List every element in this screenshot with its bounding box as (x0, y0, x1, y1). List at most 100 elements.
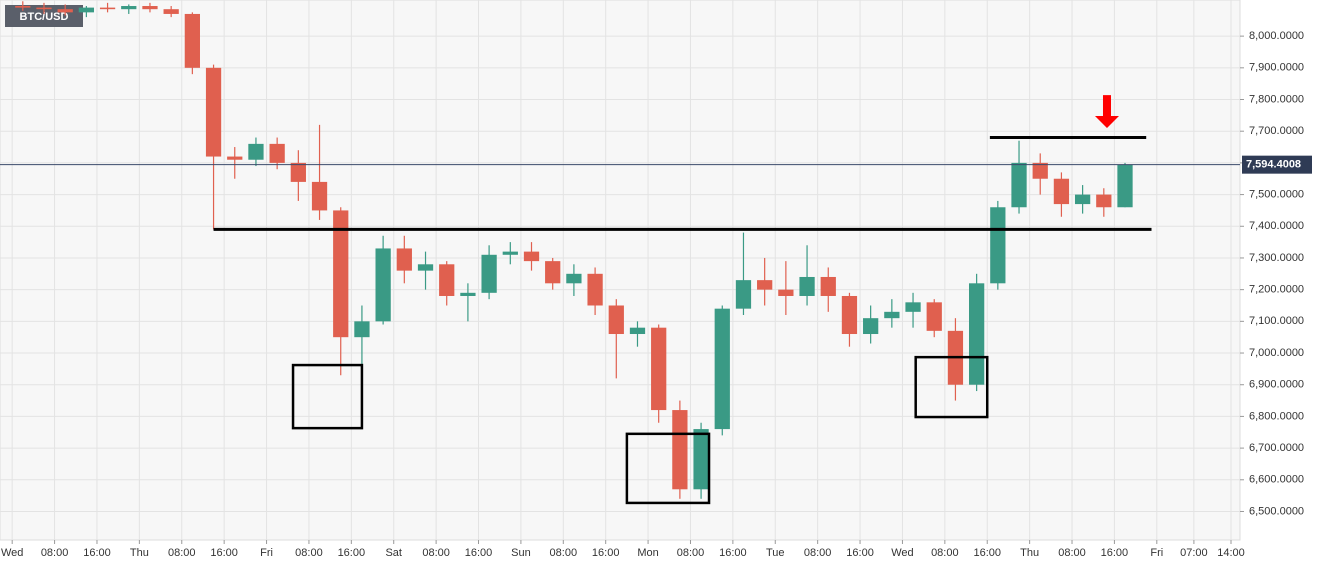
y-tick-label: 6,700.0000 (1249, 442, 1304, 454)
candle-body (735, 280, 752, 309)
annotation-box (914, 355, 989, 419)
x-tick-label: Sun (511, 547, 531, 559)
x-tick-label: 16:00 (719, 547, 747, 559)
candle-body (205, 67, 222, 157)
y-tick-label: 7,700.0000 (1249, 125, 1304, 137)
y-tick-label: 7,000.0000 (1249, 347, 1304, 359)
candle-body (926, 302, 942, 331)
y-tick-label: 7,900.0000 (1249, 62, 1304, 74)
candle-body (863, 318, 879, 335)
candle-body (375, 248, 391, 322)
candle-body (523, 251, 540, 262)
x-tick-label: 16:00 (592, 547, 620, 559)
x-tick-label: 08:00 (550, 547, 578, 559)
x-tick-label: Fri (260, 547, 273, 559)
y-tick-label: 6,600.0000 (1249, 474, 1304, 486)
candle-body (608, 305, 624, 335)
x-tick-label: 16:00 (83, 547, 111, 559)
candle-body (1074, 194, 1091, 205)
plot-area (0, 0, 1241, 541)
x-tick-label: Thu (130, 547, 149, 559)
candle-body (481, 254, 497, 293)
y-tick-label: 7,400.0000 (1249, 220, 1304, 232)
x-tick-label: 16:00 (973, 547, 1001, 559)
x-tick-label: 08:00 (41, 547, 69, 559)
x-tick-label: Sat (385, 547, 402, 559)
candle-body (1117, 164, 1133, 208)
candle-body (354, 321, 370, 338)
candle-body (820, 276, 836, 296)
y-tick-label: 6,500.0000 (1249, 505, 1304, 517)
y-tick-label: 7,500.0000 (1249, 188, 1304, 200)
candle-body (1096, 194, 1112, 208)
y-tick-label: 7,800.0000 (1249, 93, 1304, 105)
candle-body (502, 251, 518, 255)
x-tick-label: 08:00 (804, 547, 832, 559)
y-tick-label: 6,800.0000 (1249, 410, 1304, 422)
candle-body (693, 429, 709, 490)
candle-body (587, 273, 603, 306)
candle-body (269, 143, 285, 163)
x-tick-label: 14:00 (1217, 547, 1245, 559)
candle-body (651, 327, 667, 411)
candle-body (990, 207, 1006, 284)
candle-body (57, 9, 73, 13)
candle-body (121, 6, 137, 10)
x-tick-label: Tue (766, 547, 785, 559)
price-label: 7,594.4008 (1246, 159, 1301, 171)
candle-body (417, 264, 434, 271)
y-tick-label: 6,900.0000 (1249, 379, 1304, 391)
candle-body (799, 276, 815, 296)
candle-body (714, 308, 730, 430)
x-tick-label: 07:00 (1180, 547, 1208, 559)
x-tick-label: 16:00 (1101, 547, 1129, 559)
candle-body (248, 143, 264, 160)
symbol: BTC/USD (20, 11, 69, 23)
x-tick-label: 16:00 (465, 547, 493, 559)
candle-body (333, 210, 349, 338)
candle-body (1011, 162, 1027, 208)
x-tick-label: 08:00 (677, 547, 705, 559)
x-tick-label: 16:00 (846, 547, 874, 559)
y-tick-label: 8,000.0000 (1249, 30, 1304, 42)
y-tick-label: 7,100.0000 (1249, 315, 1304, 327)
candle-body (15, 6, 31, 8)
candle-body (545, 261, 561, 284)
candle-body (142, 6, 158, 10)
annotation-box (291, 363, 364, 430)
x-tick-label: 16:00 (338, 547, 366, 559)
x-tick-label: 08:00 (422, 547, 450, 559)
candle-body (396, 248, 412, 271)
candle-body (1053, 178, 1070, 205)
y-tick-label: 7,300.0000 (1249, 252, 1304, 264)
candle-body (905, 302, 921, 312)
candle-body (778, 289, 794, 296)
x-tick-label: Wed (1, 547, 23, 559)
candle-body (629, 327, 646, 335)
candle-body (757, 280, 773, 290)
x-tick-label: 08:00 (295, 547, 323, 559)
x-tick-label: 08:00 (1058, 547, 1086, 559)
candle-body (672, 410, 688, 490)
candle-body (841, 295, 858, 335)
x-tick-label: 16:00 (210, 547, 238, 559)
annotation-box (625, 432, 711, 505)
candle-body (99, 7, 116, 10)
x-tick-label: Thu (1020, 547, 1039, 559)
candle-body (460, 292, 476, 296)
candle-body (969, 283, 985, 385)
candle-body (439, 264, 455, 296)
price-badge (1242, 155, 1312, 174)
x-tick-label: Wed (891, 547, 913, 559)
y-tick-label: 7,200.0000 (1249, 284, 1304, 296)
candle-body (78, 7, 95, 13)
candle-body (311, 181, 328, 211)
candle-body (290, 162, 306, 182)
candle-body (184, 13, 200, 68)
x-tick-label: Fri (1150, 547, 1163, 559)
candle-body (227, 156, 243, 160)
x-tick-label: 08:00 (168, 547, 196, 559)
candle-body (1032, 162, 1048, 179)
arrow (1094, 95, 1119, 129)
